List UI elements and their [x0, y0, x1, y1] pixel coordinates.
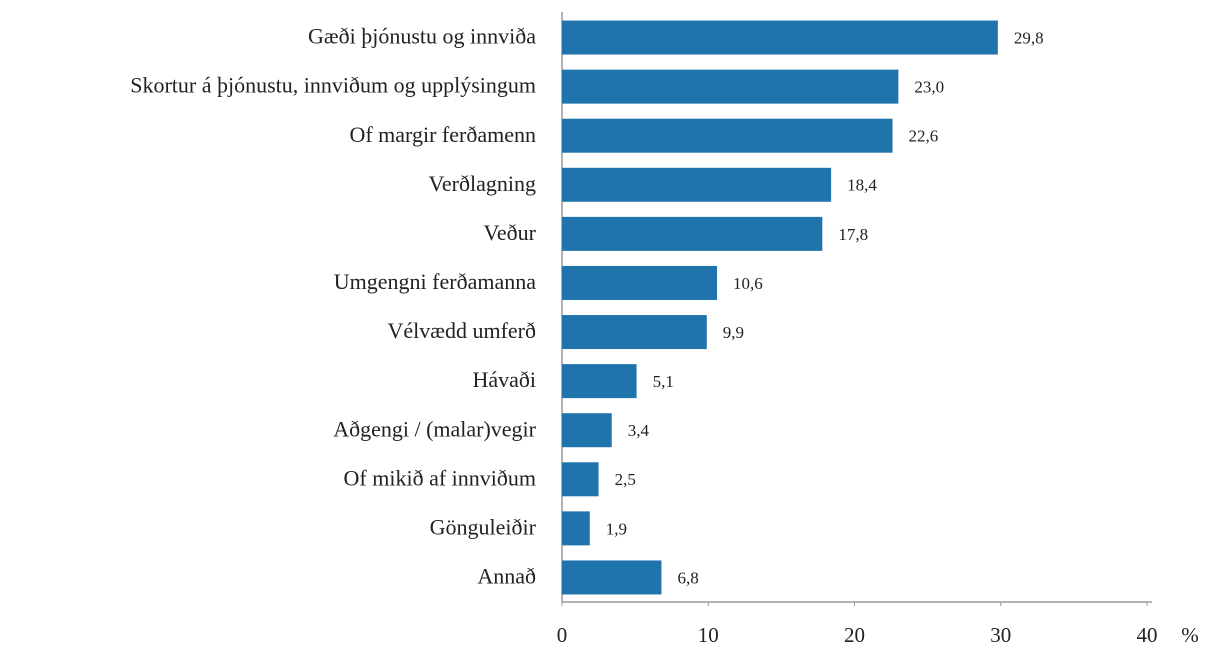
- x-tick-label: 10: [698, 623, 719, 647]
- y-tick-label: Of margir ferðamenn: [349, 122, 536, 147]
- bar: [562, 167, 832, 202]
- x-tick-label: 20: [844, 623, 865, 647]
- y-tick-label: Annað: [477, 564, 536, 589]
- y-tick-label: Aðgengi / (malar)vegir: [333, 416, 536, 441]
- value-label: 10,6: [733, 274, 763, 293]
- value-label: 23,0: [914, 78, 944, 97]
- y-tick-label: Of mikið af innviðum: [344, 465, 536, 490]
- y-tick-label: Gönguleiðir: [430, 514, 537, 539]
- x-axis-label: %: [1181, 623, 1199, 647]
- value-label: 9,9: [723, 323, 744, 342]
- bar: [562, 511, 590, 546]
- value-label: 18,4: [847, 176, 877, 195]
- value-label: 2,5: [615, 470, 636, 489]
- bar: [562, 462, 599, 497]
- x-tick-label: 0: [557, 623, 568, 647]
- y-tick-label: Veður: [483, 220, 536, 245]
- x-tick-label: 30: [990, 623, 1011, 647]
- bar: [562, 118, 893, 153]
- value-label: 22,6: [909, 127, 939, 146]
- value-label: 5,1: [653, 372, 674, 391]
- value-label: 6,8: [677, 568, 698, 587]
- value-label: 3,4: [628, 421, 650, 440]
- value-label: 17,8: [838, 225, 868, 244]
- y-tick-label: Hávaði: [472, 367, 536, 392]
- value-label: 29,8: [1014, 28, 1044, 47]
- y-tick-label: Vélvædd umferð: [388, 318, 536, 343]
- x-tick-label: 40: [1137, 623, 1158, 647]
- bar: [562, 413, 612, 448]
- bar: [562, 315, 707, 350]
- value-label: 1,9: [606, 519, 627, 538]
- bar: [562, 216, 823, 251]
- y-tick-label: Gæði þjónustu og innviða: [308, 24, 536, 49]
- bar: [562, 20, 998, 55]
- bar: [562, 364, 637, 399]
- y-tick-label: Umgengni ferðamanna: [334, 269, 536, 294]
- bar: [562, 265, 718, 300]
- y-tick-label: Verðlagning: [428, 171, 536, 196]
- bar: [562, 69, 899, 104]
- y-tick-label: Skortur á þjónustu, innviðum og upplýsin…: [130, 73, 536, 98]
- bar: [562, 560, 662, 595]
